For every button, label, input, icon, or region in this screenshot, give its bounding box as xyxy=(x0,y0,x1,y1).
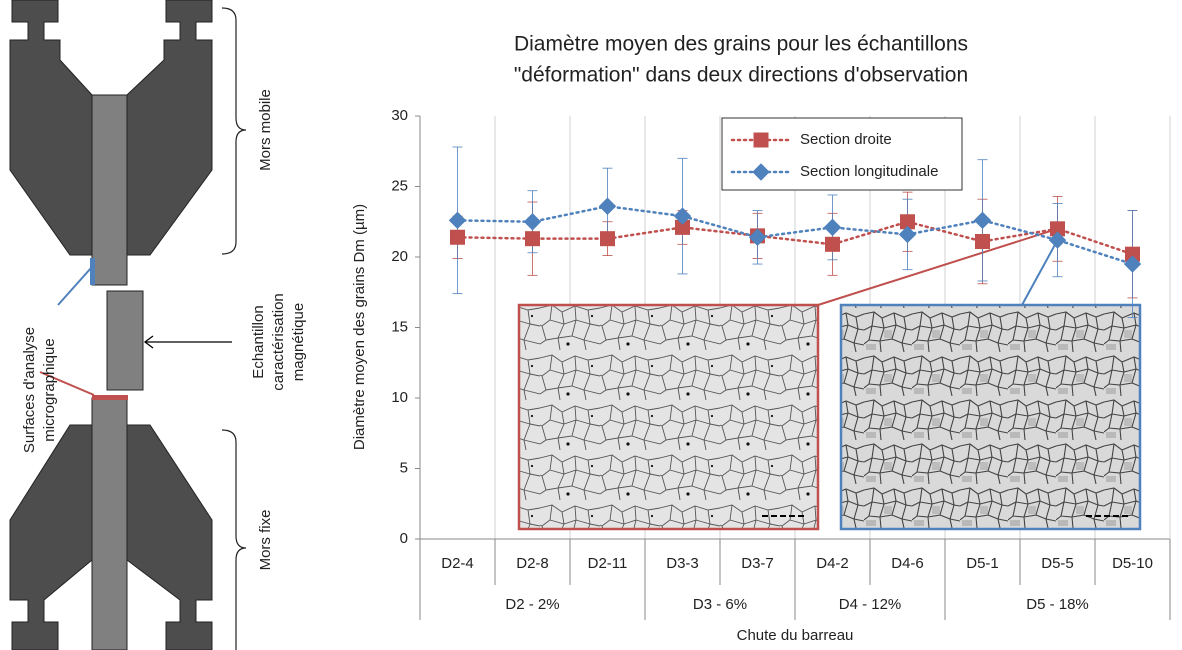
inset-connector xyxy=(1021,239,1059,306)
micrograph xyxy=(517,303,820,531)
sample-label: caractérisation xyxy=(270,293,287,391)
red-arrow xyxy=(39,371,95,396)
y-tick-label: 0 xyxy=(400,530,408,547)
data-point xyxy=(973,211,992,230)
data-point xyxy=(1048,231,1067,249)
blue-arrow xyxy=(57,267,92,306)
group-label: D3 - 6% xyxy=(693,596,747,613)
data-point xyxy=(898,225,917,244)
brace xyxy=(221,7,247,255)
data-point xyxy=(450,229,465,245)
micrograph xyxy=(839,303,1142,531)
y-axis-title: Diamètre moyen des grains Dm (µm) xyxy=(351,204,368,450)
lower-left-jaw xyxy=(9,424,93,650)
upper-right-jaw xyxy=(126,0,213,256)
data-point xyxy=(523,213,542,231)
x-tick-label: D3-3 xyxy=(666,555,699,572)
x-tick-label: D4-6 xyxy=(891,555,924,572)
series-line xyxy=(456,204,1134,266)
y-tick-label: 20 xyxy=(391,248,408,265)
sample xyxy=(106,290,144,391)
x-tick-label: D5-1 xyxy=(966,555,999,572)
sample-arrowhead xyxy=(143,335,154,349)
x-tick-label: D2-4 xyxy=(441,555,474,572)
surfaces-label: Surfaces d'analyse xyxy=(21,327,38,453)
machine-diagram: Mors mobile Mors fixe Echantillon caract… xyxy=(9,0,307,650)
brace xyxy=(221,429,247,650)
fixed-jaw-label: Mors fixe xyxy=(257,510,274,571)
lower-rod xyxy=(91,397,128,650)
series-line xyxy=(456,220,1134,256)
sample-label: magnétique xyxy=(290,303,307,381)
legend-marker xyxy=(753,132,769,148)
data-point xyxy=(975,233,990,249)
x-tick-label: D5-5 xyxy=(1041,555,1074,572)
chart-title: "déformation" dans deux directions d'obs… xyxy=(514,64,968,87)
legend-label: Section longitudinale xyxy=(800,163,938,180)
data-point xyxy=(600,231,615,247)
data-point xyxy=(748,228,767,246)
x-tick-label: D2-11 xyxy=(588,555,628,572)
legend-marker xyxy=(752,163,770,181)
data-point xyxy=(525,231,540,247)
sample-label: Echantillon xyxy=(250,305,267,378)
inset-connector xyxy=(817,227,1058,306)
y-tick-label: 30 xyxy=(391,107,408,124)
y-tick-label: 10 xyxy=(391,389,408,406)
upper-rod xyxy=(91,94,128,286)
red-surface xyxy=(92,395,128,400)
data-point xyxy=(823,218,842,237)
data-point xyxy=(448,211,467,230)
data-point xyxy=(598,197,617,215)
x-axis-title: Chute du barreau xyxy=(737,627,854,644)
x-tick-label: D4-2 xyxy=(816,555,849,572)
group-label: D2 - 2% xyxy=(505,596,559,613)
group-label: D4 - 12% xyxy=(839,596,902,613)
x-tick-label: D5-10 xyxy=(1112,555,1153,572)
x-tick-label: D2-8 xyxy=(516,555,549,572)
data-point xyxy=(825,236,840,252)
y-tick-label: 25 xyxy=(391,177,408,194)
data-point xyxy=(673,207,692,225)
y-tick-label: 15 xyxy=(391,318,408,335)
legend-label: Section droite xyxy=(800,131,892,148)
data-point xyxy=(1123,255,1142,273)
surfaces-label: micrographique xyxy=(41,338,58,441)
x-tick-label: D3-7 xyxy=(741,555,774,572)
group-label: D5 - 18% xyxy=(1026,596,1089,613)
lower-right-jaw xyxy=(126,424,213,650)
chart-title: Diamètre moyen des grains pour les échan… xyxy=(514,33,968,56)
upper-left-jaw xyxy=(9,0,93,256)
blue-surface xyxy=(90,258,95,285)
y-tick-label: 5 xyxy=(400,459,408,476)
mobile-jaw-label: Mors mobile xyxy=(257,89,274,171)
